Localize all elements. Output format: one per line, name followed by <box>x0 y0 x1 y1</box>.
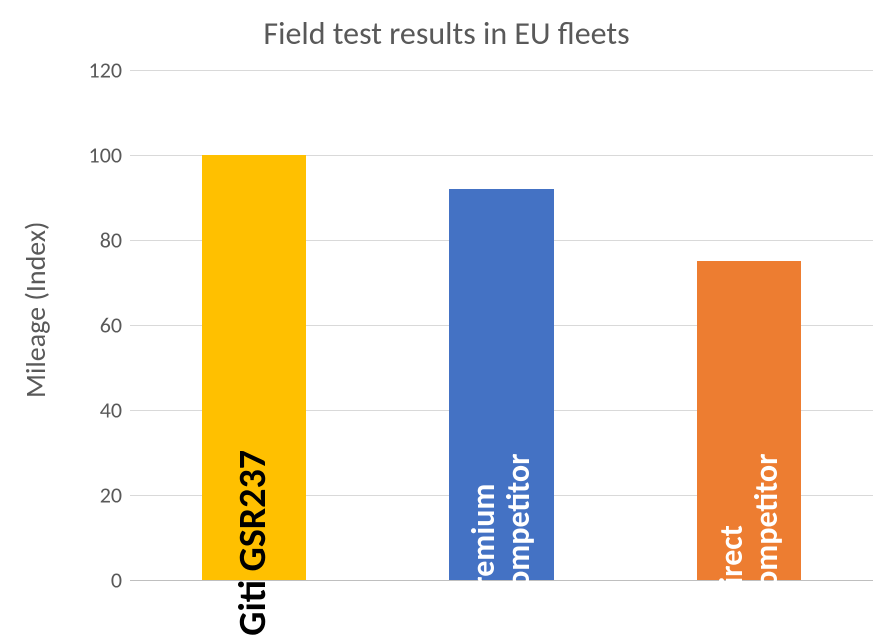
bar-giti: Giti GSR237 <box>202 155 306 580</box>
y-tick-label: 20 <box>74 482 122 509</box>
bar-direct: Direct Competitor <box>697 261 801 580</box>
bar-label-premium: Premium Competitor <box>466 453 536 604</box>
grid-line <box>130 70 873 71</box>
y-tick-label: 60 <box>74 312 122 339</box>
bar-chart: Field test results in EU fleets Mileage … <box>0 0 893 620</box>
chart-title: Field test results in EU fleets <box>0 14 893 53</box>
bar-label-giti: Giti GSR237 <box>233 450 275 636</box>
y-tick-label: 40 <box>74 397 122 424</box>
bar-premium: Premium Competitor <box>449 189 553 580</box>
y-tick-label: 120 <box>74 57 122 84</box>
y-axis-label: Mileage (Index) <box>18 0 53 620</box>
y-tick-label: 100 <box>74 142 122 169</box>
bar-label-direct: Direct Competitor <box>714 453 784 604</box>
plot-area: 020406080100120Giti GSR237Premium Compet… <box>130 70 873 580</box>
y-tick-label: 0 <box>74 567 122 594</box>
y-tick-label: 80 <box>74 227 122 254</box>
